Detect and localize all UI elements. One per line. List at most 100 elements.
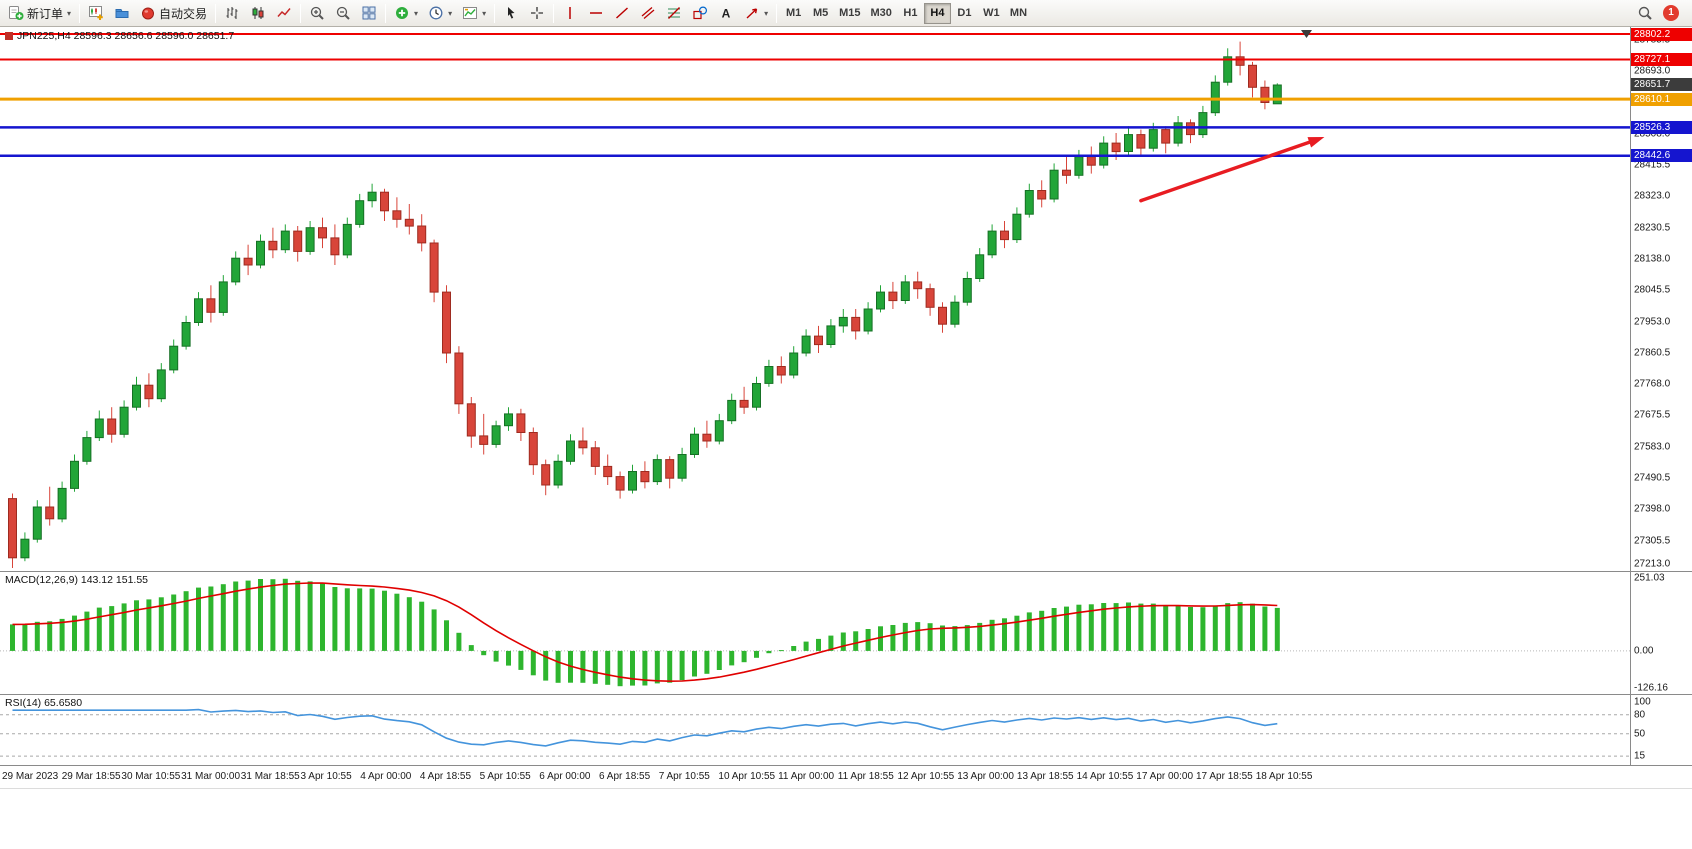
bar-chart-button[interactable] (219, 2, 245, 25)
time-label: 18 Apr 10:55 (1255, 771, 1313, 782)
rsi-panel[interactable]: RSI(14) 65.6580 100 80 50 15 (0, 695, 1692, 766)
macd-panel[interactable]: MACD(12,26,9) 143.12 151.55 251.03 0.00 -1… (0, 572, 1692, 695)
toolbar: 新订单 ▾ 自动交易 ▾ ▾ ▾ A ▾ M1 M5 M1 (0, 0, 1692, 27)
macd-label: MACD(12,26,9) 143.12 151.55 (5, 574, 149, 586)
svg-text:A: A (722, 7, 731, 21)
tile-windows-icon (362, 6, 376, 20)
time-label: 14 Apr 10:55 (1076, 771, 1134, 782)
macd-signal-line (12, 582, 1278, 683)
horizontal-line-icon (590, 12, 603, 14)
text-icon: A (722, 7, 731, 21)
crosshair-button[interactable] (524, 2, 550, 25)
cursor-icon (508, 7, 515, 19)
price-tick: 28045.5 (1634, 284, 1671, 296)
price-tick: 28693.0 (1634, 65, 1671, 77)
timeframe-m30[interactable]: M30 (866, 3, 897, 24)
time-label: 17 Apr 18:55 (1196, 771, 1253, 782)
search-button[interactable] (1632, 2, 1658, 25)
trendline-tool-button[interactable] (609, 2, 635, 25)
candles-group (8, 41, 1282, 568)
trend-arrow[interactable] (1139, 140, 1312, 203)
trendline-icon (616, 7, 629, 19)
zoom-out-button[interactable] (330, 2, 356, 25)
zoom-in-icon (310, 6, 324, 20)
profiles-icon (115, 9, 129, 18)
price-tick: 27213.0 (1634, 558, 1671, 570)
fibonacci-tool-button[interactable] (661, 2, 687, 25)
time-label: 12 Apr 10:55 (897, 771, 955, 782)
time-label: 11 Apr 18:55 (837, 771, 894, 782)
chevron-down-icon: ▾ (448, 8, 453, 18)
profiles-button[interactable] (109, 2, 135, 25)
toolbar-separator (776, 3, 778, 23)
cursor-button[interactable] (498, 2, 524, 25)
candlestick-chart-button[interactable] (245, 2, 271, 25)
candlesticks-icon (252, 7, 264, 19)
timeframe-h4[interactable]: H4 (923, 2, 951, 24)
horizontal-line-tool-button[interactable] (583, 2, 609, 25)
macd-axis[interactable]: 251.03 0.00 -126.16 (1630, 572, 1692, 694)
rsi-tick: 50 (1634, 728, 1646, 740)
macd-histogram (10, 578, 1280, 687)
crosshair-icon (531, 7, 544, 19)
price-tick: 28415.5 (1634, 159, 1671, 171)
chevron-down-icon: ▾ (764, 8, 769, 18)
macd-chart[interactable] (0, 572, 1630, 694)
time-label: 7 Apr 10:55 (658, 771, 710, 782)
macd-tick: 251.03 (1634, 572, 1665, 584)
search-icon (1638, 6, 1652, 20)
shapes-icon (693, 6, 708, 20)
time-label: 4 Apr 18:55 (419, 771, 472, 782)
timeframe-d1[interactable]: D1 (951, 3, 978, 24)
price-badge-28802.2: 28802.2 (1631, 27, 1692, 41)
tile-windows-button[interactable] (356, 2, 382, 25)
time-label: 4 Apr 00:00 (360, 771, 412, 782)
time-label: 13 Apr 00:00 (957, 771, 1014, 782)
trend-arrow-head[interactable] (1307, 137, 1325, 148)
channel-tool-button[interactable] (635, 2, 661, 25)
timeframe-mn[interactable]: MN (1005, 3, 1032, 24)
time-label: 29 Mar 2023 (2, 771, 59, 782)
macd-tick: -126.16 (1634, 682, 1668, 694)
timeframe-h1[interactable]: H1 (897, 3, 924, 24)
templates-button[interactable]: ▾ (457, 2, 491, 25)
rsi-axis[interactable]: 100 80 50 15 (1630, 695, 1692, 765)
price-chart-panel[interactable]: JPN225,H4 28596.3 28656.6 28596.0 28651.… (0, 27, 1692, 572)
time-label: 6 Apr 00:00 (539, 771, 591, 782)
zoom-in-button[interactable] (304, 2, 330, 25)
chart-shift-marker-icon (1301, 30, 1312, 38)
timeframe-m1[interactable]: M1 (780, 3, 807, 24)
clock-icon (429, 6, 443, 20)
timeframe-w1[interactable]: W1 (978, 3, 1005, 24)
price-badge-28526.3: 28526.3 (1631, 120, 1692, 134)
toolbar-separator (385, 3, 387, 23)
new-order-label: 新订单 (27, 6, 64, 21)
candlestick-chart[interactable] (0, 27, 1630, 571)
price-tick: 27305.5 (1634, 535, 1671, 547)
new-chart-button[interactable] (83, 2, 109, 25)
timeframe-m5[interactable]: M5 (807, 3, 834, 24)
price-tick: 27860.5 (1634, 347, 1671, 359)
time-axis[interactable]: 29 Mar 2023 29 Mar 18:55 30 Mar 10:55 31 Ma… (0, 766, 1692, 789)
indicators-button[interactable]: ▾ (389, 2, 423, 25)
notification-badge[interactable]: 1 (1663, 5, 1679, 21)
rsi-line (12, 708, 1278, 747)
time-label: 13 Apr 18:55 (1016, 771, 1074, 782)
price-tick: 27768.0 (1634, 378, 1671, 390)
periods-button[interactable]: ▾ (423, 2, 457, 25)
text-tool-button[interactable]: A (713, 2, 739, 25)
price-axis[interactable]: 28785.528693.028600.528508.028415.528323… (1630, 27, 1692, 571)
shapes-tool-button[interactable] (687, 2, 713, 25)
rsi-tick: 100 (1634, 696, 1651, 708)
arrows-tool-button[interactable]: ▾ (739, 2, 773, 25)
auto-trading-button[interactable]: 自动交易 (135, 2, 212, 25)
symbol-ohlc-text: JPN225,H4 28596.3 28656.6 28596.0 28651.… (17, 30, 235, 42)
rsi-chart[interactable] (0, 695, 1630, 765)
channel-icon (641, 7, 655, 19)
rsi-label: RSI(14) 65.6580 (5, 697, 83, 709)
new-order-button[interactable]: 新订单 ▾ (3, 2, 76, 25)
auto-trading-icon (142, 7, 155, 20)
line-chart-button[interactable] (271, 2, 297, 25)
timeframe-m15[interactable]: M15 (834, 3, 865, 24)
price-badge-28442.6: 28442.6 (1631, 149, 1692, 163)
